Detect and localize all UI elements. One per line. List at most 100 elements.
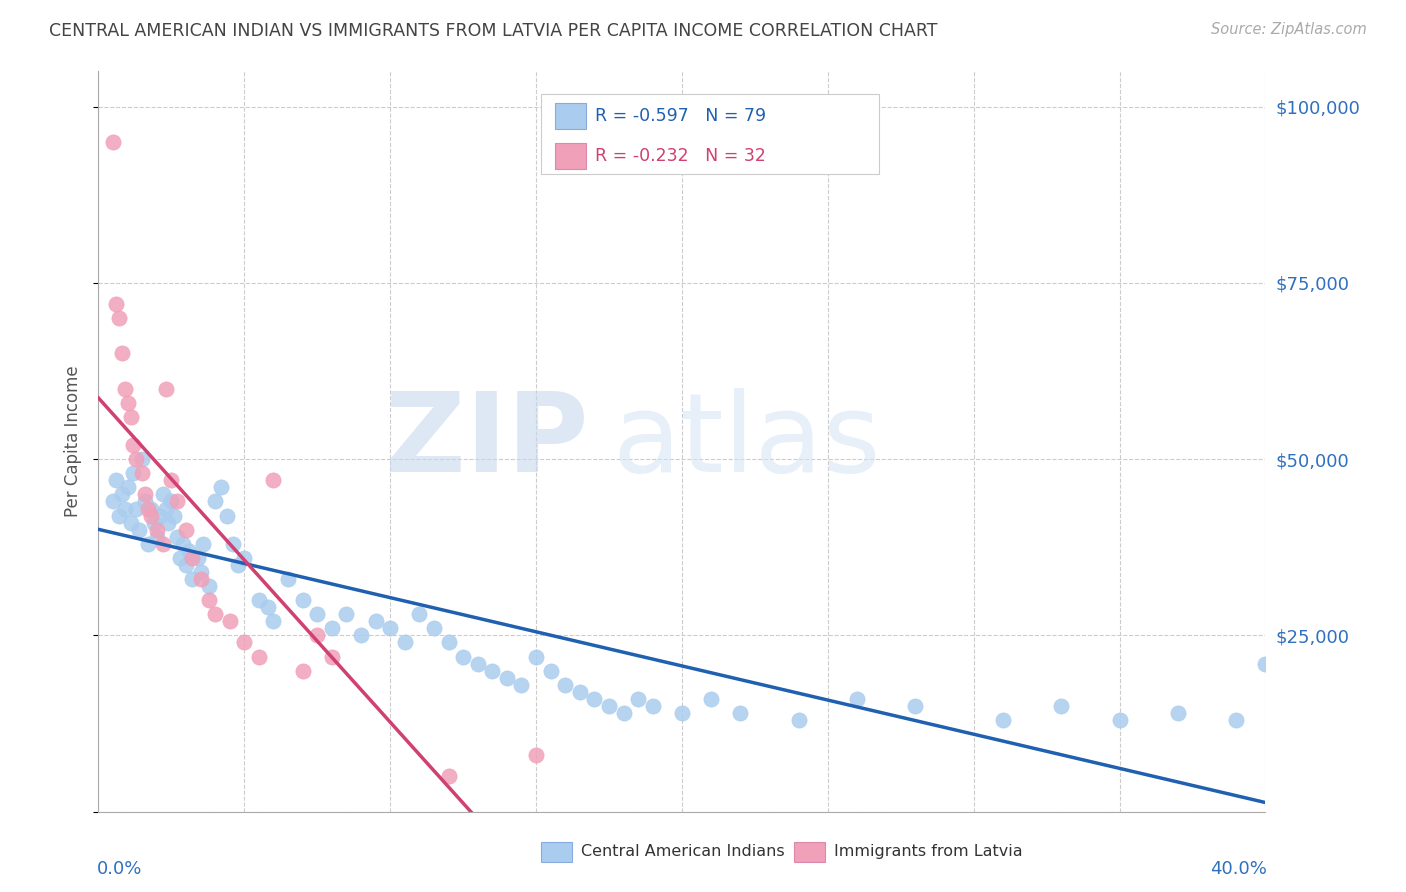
Point bbox=[568, 685, 591, 699]
Point bbox=[131, 467, 153, 481]
Point bbox=[1167, 706, 1189, 720]
Point bbox=[157, 516, 180, 530]
Text: ZIP: ZIP bbox=[385, 388, 589, 495]
Point bbox=[139, 508, 162, 523]
Point bbox=[787, 713, 810, 727]
Point bbox=[228, 558, 250, 572]
Text: R = -0.597   N = 79: R = -0.597 N = 79 bbox=[595, 107, 766, 125]
Point bbox=[104, 297, 127, 311]
Point bbox=[152, 487, 174, 501]
Point bbox=[139, 501, 162, 516]
Point bbox=[169, 550, 191, 565]
Point bbox=[218, 615, 240, 629]
Y-axis label: Per Capita Income: Per Capita Income bbox=[65, 366, 83, 517]
Point bbox=[233, 635, 256, 649]
Point bbox=[554, 678, 576, 692]
Point bbox=[1254, 657, 1277, 671]
Point bbox=[122, 467, 145, 481]
Point bbox=[146, 530, 169, 544]
Point bbox=[149, 508, 172, 523]
Point bbox=[904, 698, 927, 713]
Point bbox=[467, 657, 489, 671]
Point bbox=[136, 501, 159, 516]
Point bbox=[166, 530, 188, 544]
Point bbox=[155, 501, 177, 516]
Point bbox=[233, 550, 256, 565]
Text: 40.0%: 40.0% bbox=[1209, 860, 1267, 878]
Text: Source: ZipAtlas.com: Source: ZipAtlas.com bbox=[1211, 22, 1367, 37]
Point bbox=[247, 649, 270, 664]
Point bbox=[134, 487, 156, 501]
Point bbox=[335, 607, 357, 622]
Point bbox=[321, 649, 343, 664]
Point bbox=[193, 537, 215, 551]
Point bbox=[612, 706, 634, 720]
Point bbox=[641, 698, 664, 713]
Point bbox=[114, 382, 136, 396]
Point bbox=[307, 628, 329, 642]
Point bbox=[510, 678, 533, 692]
Point bbox=[291, 664, 314, 678]
Point bbox=[190, 572, 212, 586]
Text: CENTRAL AMERICAN INDIAN VS IMMIGRANTS FROM LATVIA PER CAPITA INCOME CORRELATION : CENTRAL AMERICAN INDIAN VS IMMIGRANTS FR… bbox=[49, 22, 938, 40]
Point bbox=[598, 698, 620, 713]
Point bbox=[991, 713, 1014, 727]
Point bbox=[845, 692, 868, 706]
Point bbox=[120, 516, 142, 530]
Point bbox=[117, 396, 139, 410]
Point bbox=[671, 706, 693, 720]
Point bbox=[728, 706, 751, 720]
Point bbox=[378, 621, 402, 635]
Point bbox=[163, 508, 186, 523]
Point bbox=[262, 615, 284, 629]
Point bbox=[1050, 698, 1073, 713]
Point bbox=[481, 664, 503, 678]
Point bbox=[134, 494, 156, 508]
Text: Central American Indians: Central American Indians bbox=[581, 845, 785, 859]
Point bbox=[111, 346, 134, 360]
Point bbox=[364, 615, 387, 629]
Point bbox=[131, 452, 153, 467]
Point bbox=[174, 523, 197, 537]
Point bbox=[128, 523, 150, 537]
Point bbox=[108, 311, 131, 326]
Point bbox=[350, 628, 373, 642]
Point bbox=[136, 537, 159, 551]
Point bbox=[155, 382, 177, 396]
Point bbox=[172, 537, 194, 551]
Point bbox=[221, 537, 243, 551]
Point bbox=[174, 558, 197, 572]
Point bbox=[204, 494, 226, 508]
Point bbox=[111, 487, 134, 501]
Text: 0.0%: 0.0% bbox=[97, 860, 142, 878]
Point bbox=[125, 452, 148, 467]
Point bbox=[152, 537, 174, 551]
Point bbox=[122, 438, 145, 452]
Point bbox=[423, 621, 446, 635]
Point bbox=[204, 607, 226, 622]
Point bbox=[247, 593, 270, 607]
Point bbox=[146, 523, 169, 537]
Point bbox=[215, 508, 238, 523]
Text: R = -0.232   N = 32: R = -0.232 N = 32 bbox=[595, 147, 766, 165]
Point bbox=[190, 565, 212, 579]
Point bbox=[394, 635, 416, 649]
Point bbox=[114, 501, 136, 516]
Point bbox=[627, 692, 650, 706]
Point bbox=[408, 607, 430, 622]
Point bbox=[256, 600, 278, 615]
Point bbox=[108, 508, 131, 523]
Point bbox=[1225, 713, 1247, 727]
Point bbox=[1108, 713, 1130, 727]
Point bbox=[198, 593, 221, 607]
Point bbox=[540, 664, 562, 678]
Point bbox=[160, 473, 183, 487]
Point bbox=[209, 480, 232, 494]
Point bbox=[125, 501, 148, 516]
Point bbox=[177, 544, 200, 558]
Point bbox=[307, 607, 329, 622]
Point bbox=[120, 409, 142, 424]
Point bbox=[700, 692, 723, 706]
Point bbox=[180, 572, 202, 586]
Point bbox=[291, 593, 314, 607]
